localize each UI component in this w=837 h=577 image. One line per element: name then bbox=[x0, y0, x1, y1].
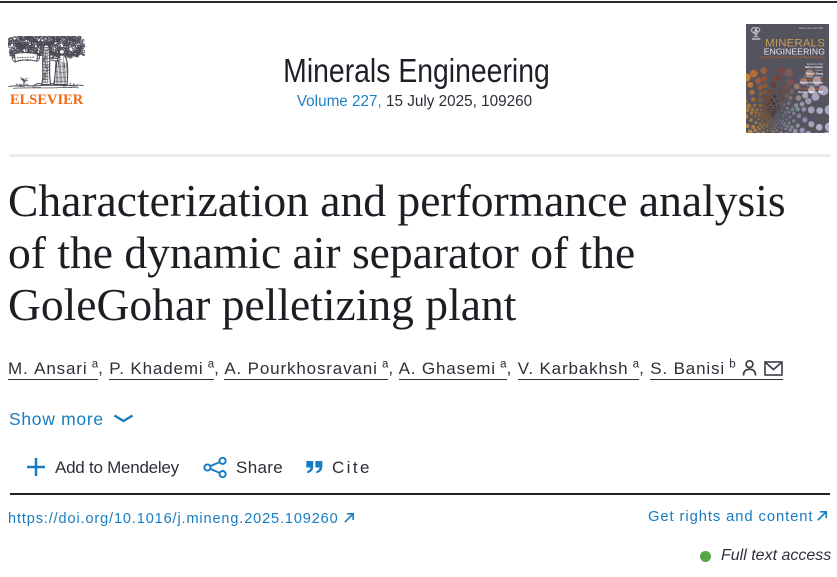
svg-text:Editorial Board: Editorial Board bbox=[807, 85, 824, 88]
svg-text:Editor-in-Chief: Editor-in-Chief bbox=[807, 63, 823, 66]
svg-text:Wencai Zhang: Wencai Zhang bbox=[806, 72, 823, 75]
svg-text:Volume 113 June 2025: Volume 113 June 2025 bbox=[799, 27, 824, 30]
svg-text:M. Ansari · L. Filippov: M. Ansari · L. Filippov bbox=[799, 88, 824, 91]
svg-text:Belinda McFadzean: Belinda McFadzean bbox=[800, 82, 824, 85]
svg-text:ENGINEERING: ENGINEERING bbox=[764, 47, 825, 57]
svg-text:Georgia Wilson, PhD: Georgia Wilson, PhD bbox=[798, 91, 823, 94]
svg-text:MINERALS: MINERALS bbox=[765, 38, 825, 50]
svg-text:Editors: Editors bbox=[815, 69, 824, 72]
svg-text:Kathryn Hadler: Kathryn Hadler bbox=[805, 66, 823, 69]
svg-text:Associate Editors: Associate Editors bbox=[804, 75, 824, 78]
svg-text:Incorporating International Jo: Incorporating International Journal of M… bbox=[760, 55, 826, 59]
svg-text:Ahmad Hassanzadeh: Ahmad Hassanzadeh bbox=[799, 78, 824, 81]
svg-text:ELSEVIER: ELSEVIER bbox=[10, 92, 84, 106]
